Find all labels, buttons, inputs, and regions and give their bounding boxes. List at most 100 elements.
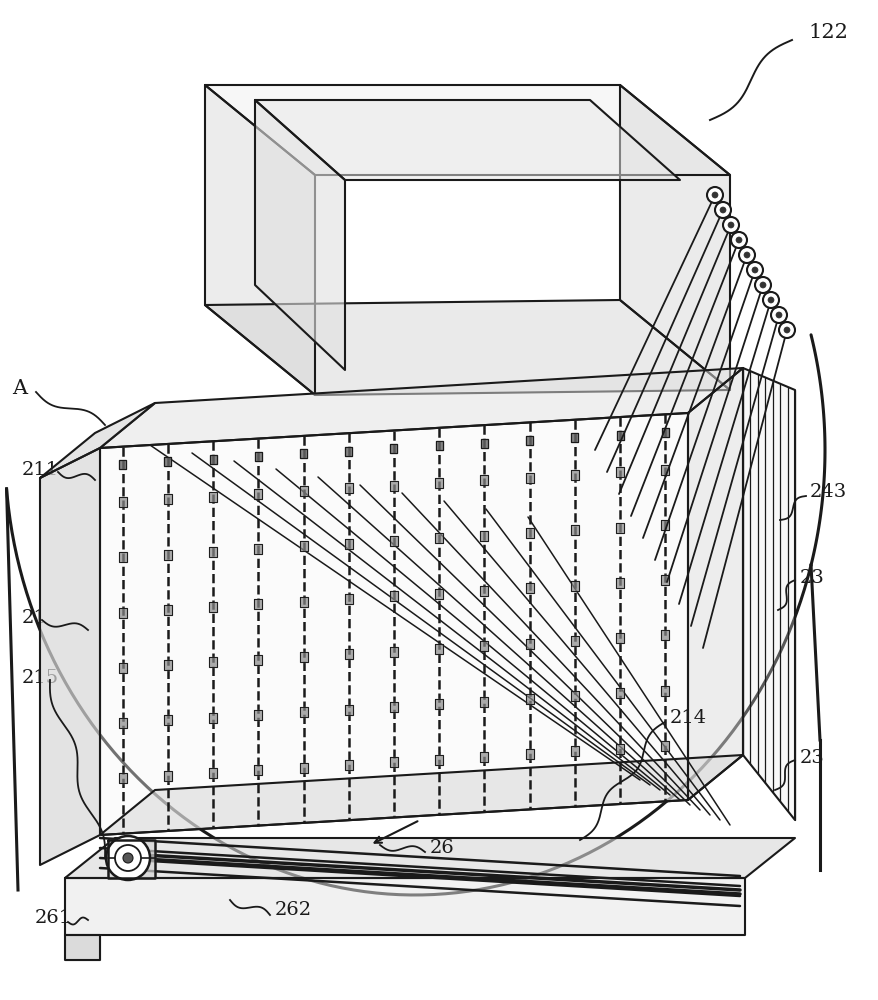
Polygon shape <box>209 713 217 723</box>
Polygon shape <box>571 636 579 646</box>
Polygon shape <box>480 752 488 762</box>
Text: 122: 122 <box>807 23 847 42</box>
Polygon shape <box>254 710 262 720</box>
Polygon shape <box>344 760 352 770</box>
Polygon shape <box>571 433 578 442</box>
Polygon shape <box>525 528 533 538</box>
Circle shape <box>759 282 765 288</box>
Polygon shape <box>615 578 623 588</box>
Polygon shape <box>390 647 398 657</box>
Polygon shape <box>100 413 687 835</box>
Polygon shape <box>619 85 729 390</box>
Polygon shape <box>435 644 443 654</box>
Polygon shape <box>480 531 488 541</box>
Polygon shape <box>661 428 668 437</box>
Polygon shape <box>209 547 217 557</box>
Polygon shape <box>65 935 100 960</box>
Polygon shape <box>209 455 216 464</box>
Polygon shape <box>299 449 306 458</box>
Circle shape <box>770 307 786 323</box>
Circle shape <box>735 237 741 243</box>
Polygon shape <box>571 746 579 756</box>
Polygon shape <box>660 520 669 530</box>
Polygon shape <box>163 715 172 725</box>
Polygon shape <box>525 694 533 704</box>
Polygon shape <box>299 597 307 607</box>
Circle shape <box>106 836 150 880</box>
Polygon shape <box>119 460 126 469</box>
Polygon shape <box>390 536 398 546</box>
Polygon shape <box>119 718 126 728</box>
Text: 214: 214 <box>669 709 706 727</box>
Polygon shape <box>255 452 262 461</box>
Polygon shape <box>164 457 171 466</box>
Polygon shape <box>616 431 623 440</box>
Polygon shape <box>390 444 397 453</box>
Polygon shape <box>742 368 794 820</box>
Polygon shape <box>660 741 669 751</box>
Polygon shape <box>209 492 217 502</box>
Text: 23: 23 <box>799 749 824 767</box>
Polygon shape <box>435 478 443 488</box>
Circle shape <box>752 267 757 273</box>
Circle shape <box>738 247 754 263</box>
Polygon shape <box>435 755 443 765</box>
Polygon shape <box>390 702 398 712</box>
Text: 21: 21 <box>22 609 47 627</box>
Polygon shape <box>40 448 100 865</box>
Circle shape <box>778 322 794 338</box>
Circle shape <box>743 252 749 258</box>
Polygon shape <box>480 475 488 485</box>
Polygon shape <box>525 473 533 483</box>
Circle shape <box>775 312 781 318</box>
Polygon shape <box>255 100 344 370</box>
Polygon shape <box>119 663 126 673</box>
Polygon shape <box>660 575 669 585</box>
Text: 261: 261 <box>35 909 72 927</box>
Polygon shape <box>65 878 745 935</box>
Polygon shape <box>65 838 794 878</box>
Polygon shape <box>615 744 623 754</box>
Text: 26: 26 <box>429 839 454 857</box>
Polygon shape <box>480 641 488 651</box>
Circle shape <box>762 292 778 308</box>
Text: 243: 243 <box>810 483 846 501</box>
Polygon shape <box>163 494 172 504</box>
Polygon shape <box>615 467 623 477</box>
Polygon shape <box>100 755 742 835</box>
Polygon shape <box>209 657 217 667</box>
Polygon shape <box>255 100 680 180</box>
Circle shape <box>714 202 730 218</box>
Polygon shape <box>254 655 262 665</box>
Polygon shape <box>615 688 623 698</box>
Text: 211: 211 <box>22 461 59 479</box>
Circle shape <box>123 853 133 863</box>
Polygon shape <box>571 691 579 701</box>
Polygon shape <box>660 630 669 640</box>
Polygon shape <box>344 539 352 549</box>
Polygon shape <box>119 552 126 562</box>
Circle shape <box>754 277 770 293</box>
Circle shape <box>783 327 789 333</box>
Polygon shape <box>344 705 352 715</box>
Polygon shape <box>254 544 262 554</box>
Polygon shape <box>687 368 742 800</box>
Circle shape <box>730 232 746 248</box>
Polygon shape <box>254 765 262 775</box>
Circle shape <box>723 217 738 233</box>
Polygon shape <box>525 583 533 593</box>
Polygon shape <box>163 550 172 560</box>
Polygon shape <box>108 840 155 878</box>
Circle shape <box>767 297 774 303</box>
Polygon shape <box>390 591 398 601</box>
Polygon shape <box>660 686 669 696</box>
Polygon shape <box>615 633 623 643</box>
Polygon shape <box>525 639 533 649</box>
Polygon shape <box>571 470 579 480</box>
Circle shape <box>719 207 725 213</box>
Polygon shape <box>163 771 172 781</box>
Text: 23: 23 <box>799 569 824 587</box>
Polygon shape <box>299 763 307 773</box>
Polygon shape <box>345 447 352 456</box>
Polygon shape <box>163 605 172 615</box>
